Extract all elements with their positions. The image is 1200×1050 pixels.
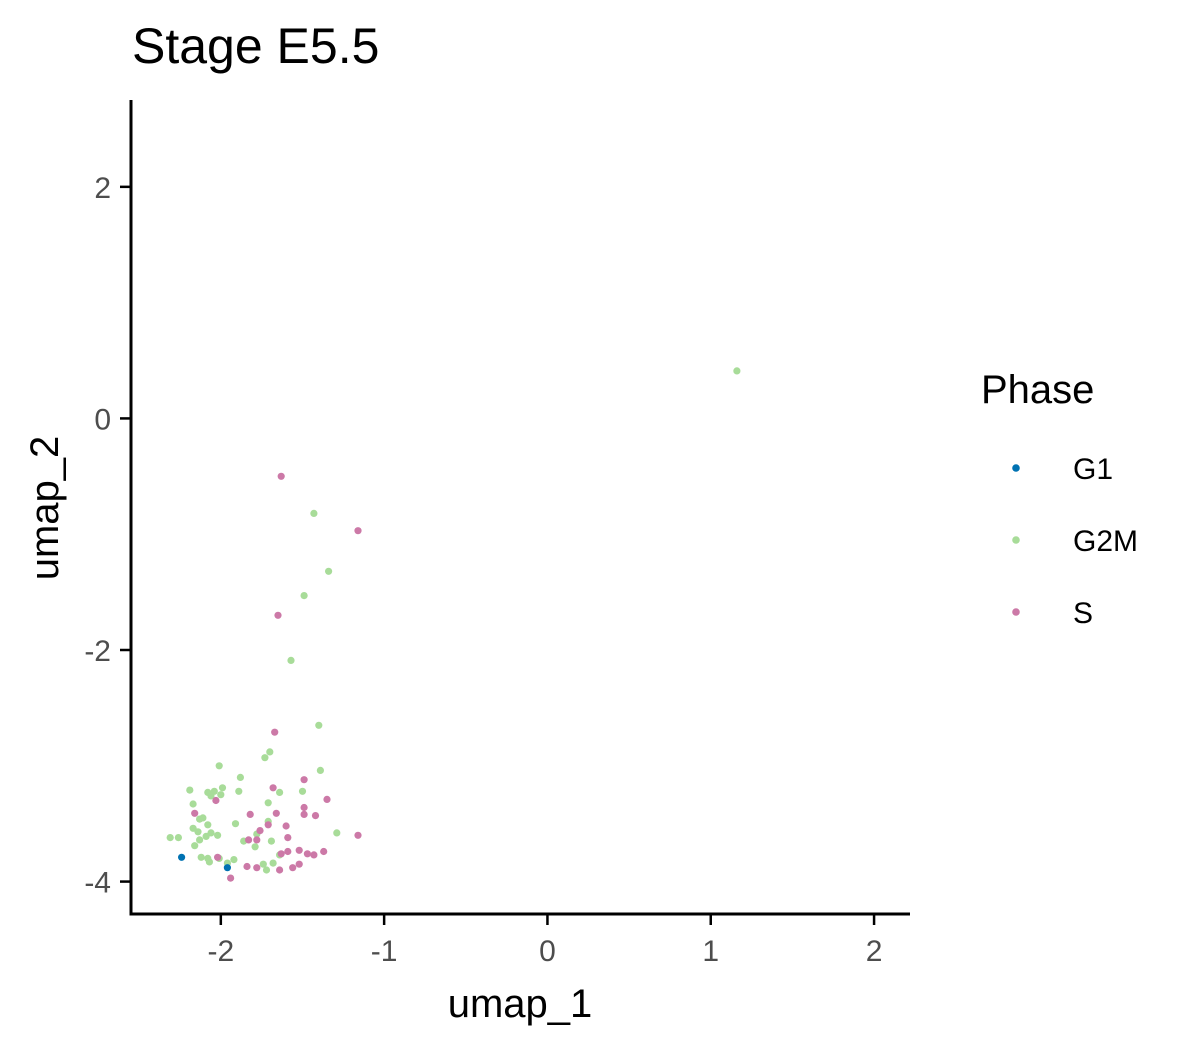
point-g2m-20 [298,787,307,795]
point-g2m-29 [174,834,182,842]
point-g1-0 [178,853,186,861]
point-g2m-45 [259,860,267,868]
point-g2m-1 [310,509,318,517]
point-g2m-32 [214,831,222,839]
y-tick-label: -2 [84,635,111,668]
point-s-8 [300,803,308,812]
point-g2m-14 [217,791,225,799]
point-s-13 [191,809,199,817]
point-g2m-16 [204,788,212,797]
point-s-11 [212,796,220,805]
point-g2m-6 [266,748,274,756]
point-g2m-18 [276,788,284,797]
point-s-9 [300,810,308,819]
point-s-27 [276,866,284,874]
point-g2m-39 [197,853,205,861]
x-tick-label: -1 [371,935,398,968]
point-g2m-31 [207,829,215,837]
point-g2m-2 [325,567,333,575]
point-s-20 [277,850,285,858]
point-g2m-21 [235,787,243,795]
x-tick-label: 1 [702,935,719,968]
y-tick-label: 0 [94,403,111,436]
legend-label-g2m: G2M [1073,525,1138,558]
point-g2m-13 [218,784,227,792]
point-g1-1 [223,864,231,872]
point-s-18 [354,831,362,839]
point-g2m-37 [251,843,259,851]
point-s-1 [354,527,362,535]
point-s-7 [272,809,280,817]
point-g2m-27 [194,828,202,836]
point-g2m-28 [166,834,174,842]
point-g2m-46 [269,859,277,867]
point-s-16 [245,836,253,844]
point-g2m-19 [264,799,272,807]
point-s-30 [227,874,235,882]
x-tick-label: 2 [866,935,883,968]
legend-title: Phase [981,368,1094,412]
y-tick-label: -4 [84,867,111,900]
point-s-2 [274,611,282,619]
point-s-26 [289,864,297,872]
point-g2m-38 [333,829,341,837]
y-axis-title: umap_2 [23,436,67,581]
data-points [166,367,741,882]
point-g2m-7 [261,754,269,762]
legend-key-g1 [1012,464,1020,472]
point-g2m-10 [236,773,244,782]
point-s-22 [303,850,311,858]
point-g2m-44 [230,856,238,864]
point-s-28 [253,864,261,872]
point-g2m-34 [191,842,199,850]
point-s-15 [264,821,272,829]
y-axis-ticks: -4 -2 0 2 [84,172,131,900]
point-g2m-47 [262,866,271,874]
point-g2m-3 [300,592,308,600]
point-s-5 [269,784,277,792]
point-s-31 [214,853,222,861]
point-s-14 [256,827,264,835]
point-g2m-9 [215,762,223,770]
legend-label-s: S [1073,597,1093,630]
point-g2m-41 [205,858,213,866]
point-s-24 [320,847,328,856]
y-tick-label: 2 [94,172,111,205]
legend: Phase G1 G2M S [981,368,1138,630]
x-tick-label: 0 [539,935,556,968]
point-s-33 [282,822,290,830]
point-g2m-24 [204,821,212,829]
point-s-29 [243,862,251,871]
point-s-12 [311,812,320,820]
point-s-4 [300,776,308,784]
point-s-25 [295,860,303,868]
point-g2m-17 [189,800,197,808]
point-g2m-11 [186,786,194,794]
point-s-19 [284,847,292,856]
chart-title: Stage E5.5 [132,18,379,74]
point-s-17 [253,836,261,844]
legend-label-g1: G1 [1073,453,1113,486]
legend-key-s [1012,608,1020,616]
point-s-10 [323,795,331,804]
point-g2m-4 [287,656,295,665]
point-s-3 [271,728,279,736]
point-s-32 [284,834,292,842]
x-tick-label: -2 [207,935,234,968]
point-g2m-33 [196,836,204,844]
point-g2m-36 [267,837,275,845]
point-s-6 [246,810,254,819]
point-g2m-25 [231,820,240,828]
point-g2m-0 [733,367,741,375]
legend-key-g2m [1012,536,1020,544]
point-s-21 [295,846,303,854]
point-g2m-23 [196,815,204,823]
x-axis-ticks: -2 -1 0 1 2 [207,914,882,968]
x-axis-title: umap_1 [448,982,593,1026]
point-g2m-5 [315,721,323,729]
point-g2m-8 [316,766,324,775]
point-s-23 [310,851,318,859]
point-s-0 [277,472,285,480]
